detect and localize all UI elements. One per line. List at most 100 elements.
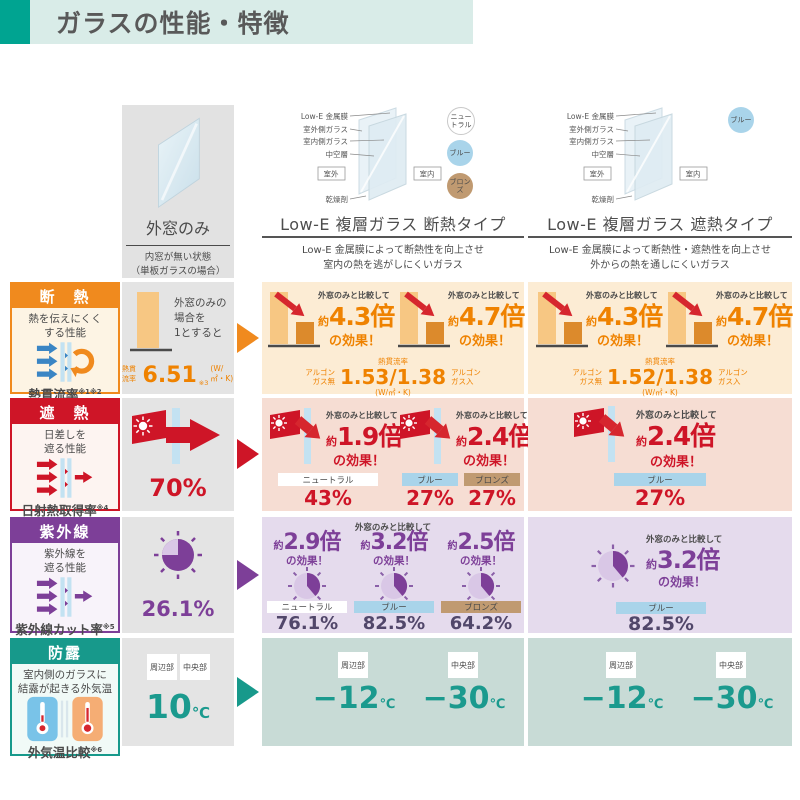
improvement-note: 外窓のみと比較して 約4.3倍 の効果！ [318,290,395,350]
factor: 約3.2倍 [646,546,721,574]
diagram-label-indoor: 室内 [686,169,701,179]
color-circle-blue: ブルー [728,107,754,133]
row-desc-shading: 日差しを 遮る性能 [44,429,86,456]
factor: 約2.4倍 [456,422,533,451]
temp-chip-center: 中央部 [448,652,478,678]
uv-pie-icon [375,567,413,605]
u-value-unit: (W/㎡・K) [375,388,411,397]
compare-text: 外窓のみと比較して [354,523,432,533]
effect-text: の効果！ [650,455,703,471]
effect-text: の効果！ [596,334,649,350]
uv-cut-outer: 26.1% [141,597,215,621]
color-circle-bronze: ブロンズ [447,173,473,199]
insulation-icon-wrap [12,340,118,384]
diagram-label-air-layer: 中空層 [326,149,349,159]
chip-blue: ブルー [354,601,434,613]
sun-shading-icon [36,458,93,499]
cell-condensation-outer-only: 周辺部 中央部 10℃ [122,638,234,746]
improvement-bar-chart [398,291,450,348]
temp-chip-center: 中央部 [180,654,210,680]
uv-pie-icon [462,567,500,605]
outdoor-temp-center: −30℃ [422,681,506,716]
solar-gain-value: 27% [634,486,686,510]
row-header-condensation: 防露 [12,640,118,664]
diagram-label-lowe-film: Low-E 金属膜 [567,111,615,121]
factor: 約3.2倍 [360,530,429,555]
lowe-glass-diagram-insulation: Low-E 金属膜 室外側ガラス 室内側ガラス 中空層 乾燥剤 室外 室内 [301,107,442,204]
solar-gain-value: 27% [468,486,516,510]
compare-text: 外窓のみと比較して [448,291,520,300]
argon-gas-with: アルゴン ガス入 [718,367,748,386]
effect-text: の効果！ [328,334,381,350]
cell-insulation-shielding-type: 外窓のみと比較して 約4.3倍 の効果！ 外窓のみと比較して 約4.7倍 の効果… [528,282,793,397]
shielding-type-title: Low-E 複層ガラス 遮熱タイプ [547,215,773,234]
compare-text: 外窓のみと比較して [716,291,788,300]
chip-neutral: ニュートラル [278,473,378,486]
lowe-glass-diagram-shielding: Low-E 金属膜 室外側ガラス 室内側ガラス 中空層 乾燥剤 室外 室内 [567,107,708,204]
condensation-icon-wrap [12,696,118,742]
uv-cut-value: 76.1% [275,613,339,634]
outer-only-title: 外窓のみ [145,218,210,238]
improvement-note: 外窓のみと比較して 約4.7倍 の効果！ [716,290,793,350]
baseline-bar-chart [130,292,172,352]
effect-text: の効果！ [458,334,511,350]
u-value: 1.53/1.38 [340,365,446,389]
flow-arrow-insulation [237,323,259,353]
compare-text: 外窓のみと比較して [646,535,723,545]
u-value-center: 熱貫流率 1.52/1.38 (W/㎡・K) [607,356,713,398]
argon-gas-with: アルゴン ガス入 [451,367,481,386]
sun-deflect-icon [400,408,451,464]
u-value-center: 熱貫流率 1.53/1.38 (W/㎡・K) [340,356,446,398]
insulation-type-description: Low-E 金属膜によって断熱性を向上させ 室内の熱を逃がしにくいガラス [302,245,484,271]
diagram-label-lowe-film: Low-E 金属膜 [301,111,349,121]
sun-deflect-icon [574,406,625,462]
row-label-condensation: 防露 室内側のガラスに 結露が起きる外気温 外気温比較※6 [10,638,120,760]
cell-uv-outer-only: 26.1% [122,517,234,633]
improvement-bar-chart [268,291,320,348]
factor: 約4.3倍 [586,302,663,331]
u-value-comparison: アルゴン ガス無 熱貫流率 1.53/1.38 (W/㎡・K) アルゴン ガス入 [262,356,524,398]
row-header-uv: 紫外線 [12,519,118,543]
row-header-insulation: 断 熱 [12,284,118,308]
chip-blue: ブルー [616,602,706,614]
diagram-label-desiccant: 乾燥剤 [592,194,615,204]
column-header-outer-only: 外窓のみ 内窓が無い状態 （単板ガラスの場合） [122,105,234,278]
baseline-note: 外窓のみの 場合を 1とすると [174,297,227,340]
solar-gain-outer: 70% [149,474,207,502]
color-circle-blue: ブルー [447,140,473,166]
effect-text: の効果！ [726,334,779,350]
effect-text: の効果！ [332,454,385,470]
compare-text: 外窓のみと比較して [326,411,398,420]
diagram-label-outdoor: 室外 [324,169,339,179]
compare-text: 外窓のみと比較して [456,411,528,420]
row-label-uv: 紫外線 紫外線を 遮る性能 紫外線カット率※5 [10,517,120,637]
cell-condensation-shielding-type: 周辺部 −12℃ 中央部 −30℃ [528,638,792,746]
sun-through-glass-icon [132,408,220,464]
insulation-type-title: Low-E 複層ガラス 断熱タイプ [280,215,506,234]
row-desc-insulation: 熱を伝えにくく する性能 [28,313,102,340]
cell-shading-shielding-type: 外窓のみと比較して 約2.4倍 の効果！ ブルー 27% [528,398,792,511]
improvement-note: 外窓のみと比較して 約3.2倍 の効果！ [646,533,772,590]
effect-text: の効果！ [462,454,515,470]
cell-insulation-insulation-type: 外窓のみと比較して 約4.3倍 の効果！ 外窓のみと比較して 約4.7倍 の効果… [262,282,525,397]
improvement-note: 外窓のみと比較して 約4.7倍 の効果！ [448,290,525,350]
single-glass-pane-illustration [158,117,200,209]
u-value-unit: (W/㎡・K) [210,364,234,383]
factor: 約4.3倍 [318,302,395,331]
sun-deflect-icon [270,408,321,464]
cell-shading-insulation-type: 外窓のみと比較して 約1.9倍 の効果！ ニュートラル 43% 外窓のみと比較し… [262,398,533,511]
factor: 約2.9倍 [273,530,342,555]
diagram-label-outer-glass: 室外側ガラス [303,124,348,134]
u-value-label: 熱貫流率 [122,365,136,383]
shading-icon-wrap [12,456,118,500]
cell-shading-outer-only: 70% [122,398,234,511]
compare-text: 外窓のみと比較して [636,411,717,421]
diagram-label-desiccant: 乾燥剤 [326,194,349,204]
chip-blue: ブルー [402,473,458,486]
diagram-label-outer-glass: 室外側ガラス [569,124,614,134]
uv-block-icon [36,577,93,618]
shielding-type-description: Low-E 金属膜によって断熱性・遮熱性を向上させ 外からの熱を通しにくいガラス [549,245,771,271]
factor: 約4.7倍 [448,302,525,331]
compare-text: 外窓のみと比較して [586,291,658,300]
